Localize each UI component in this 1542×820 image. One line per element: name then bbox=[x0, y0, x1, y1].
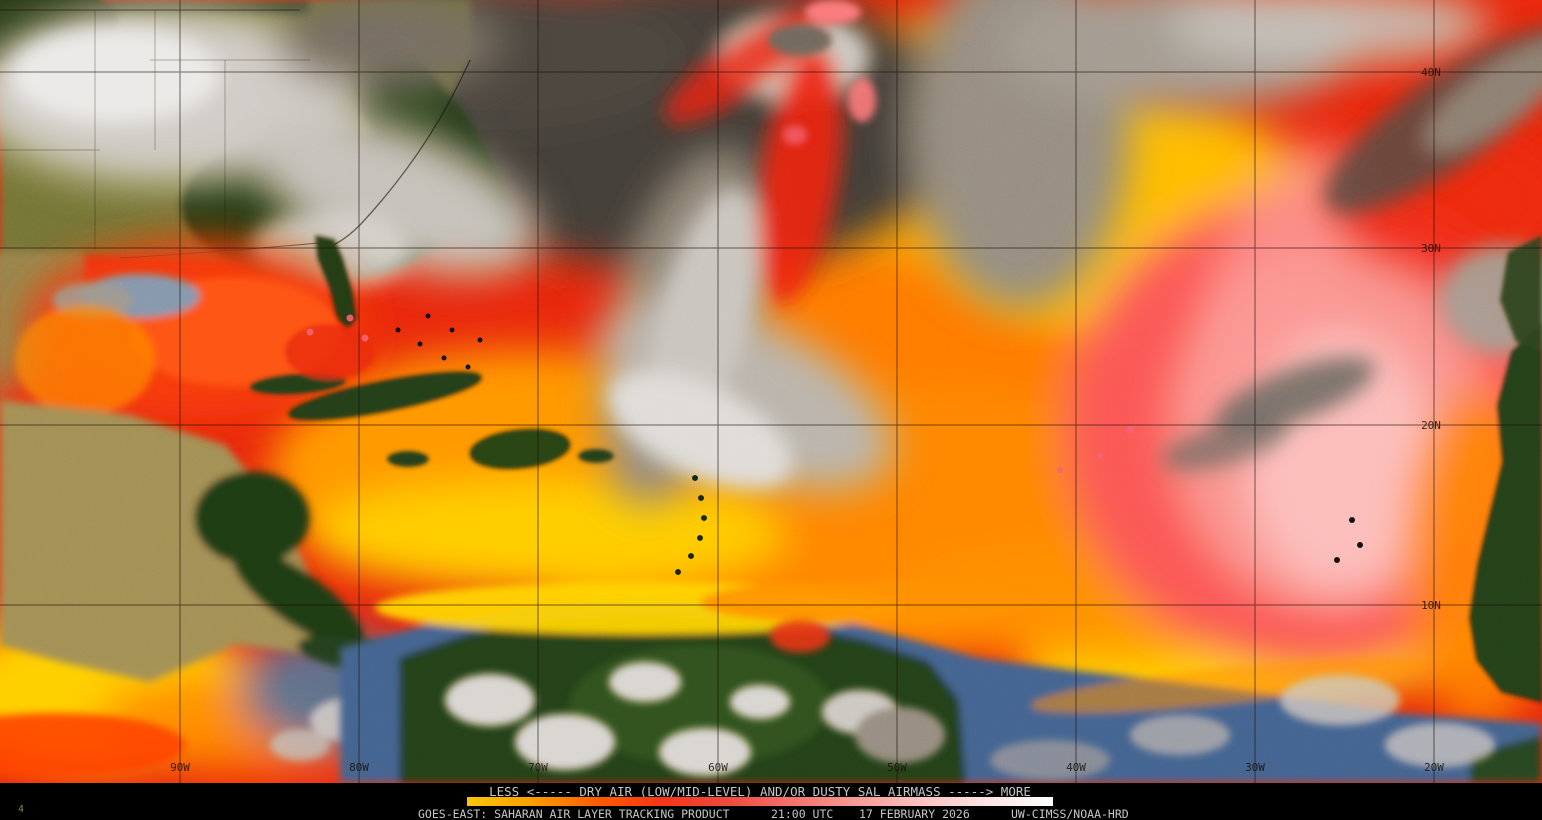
graticule bbox=[0, 0, 1542, 783]
latitude-label: 40N bbox=[1421, 66, 1441, 79]
longitude-label: 60W bbox=[708, 761, 728, 774]
latitude-label: 10N bbox=[1421, 599, 1441, 612]
longitude-label: 70W bbox=[528, 761, 548, 774]
colorbar bbox=[467, 797, 1053, 806]
colorbar-caption: LESS <----- DRY AIR (LOW/MID-LEVEL) AND/… bbox=[489, 784, 1031, 799]
longitude-label: 50W bbox=[887, 761, 907, 774]
product-info-line: GOES-EAST: SAHARAN AIR LAYER TRACKING PR… bbox=[0, 807, 1542, 820]
frame-number: 4 bbox=[18, 804, 25, 815]
longitude-label: 20W bbox=[1424, 761, 1444, 774]
product-date: 17 FEBRUARY 2026 bbox=[859, 807, 970, 820]
product-credit: UW-CIMSS/NOAA-HRD bbox=[1011, 807, 1129, 820]
longitude-label: 80W bbox=[349, 761, 369, 774]
speckle-texture bbox=[0, 0, 1542, 783]
imagery bbox=[0, 0, 1542, 783]
latitude-label: 20N bbox=[1421, 419, 1441, 432]
product-title: GOES-EAST: SAHARAN AIR LAYER TRACKING PR… bbox=[418, 807, 730, 820]
longitude-label: 30W bbox=[1245, 761, 1265, 774]
footer-bar: LESS <----- DRY AIR (LOW/MID-LEVEL) AND/… bbox=[0, 783, 1542, 820]
longitude-label: 90W bbox=[170, 761, 190, 774]
latitude-label: 30N bbox=[1421, 242, 1441, 255]
graticule-labels: 40N 30N 20N 10N 90W 80W 70W 60W 50W 40W … bbox=[170, 66, 1444, 774]
satellite-map: 40N 30N 20N 10N 90W 80W 70W 60W 50W 40W … bbox=[0, 0, 1542, 783]
longitude-label: 40W bbox=[1066, 761, 1086, 774]
product-time: 21:00 UTC bbox=[771, 807, 834, 820]
